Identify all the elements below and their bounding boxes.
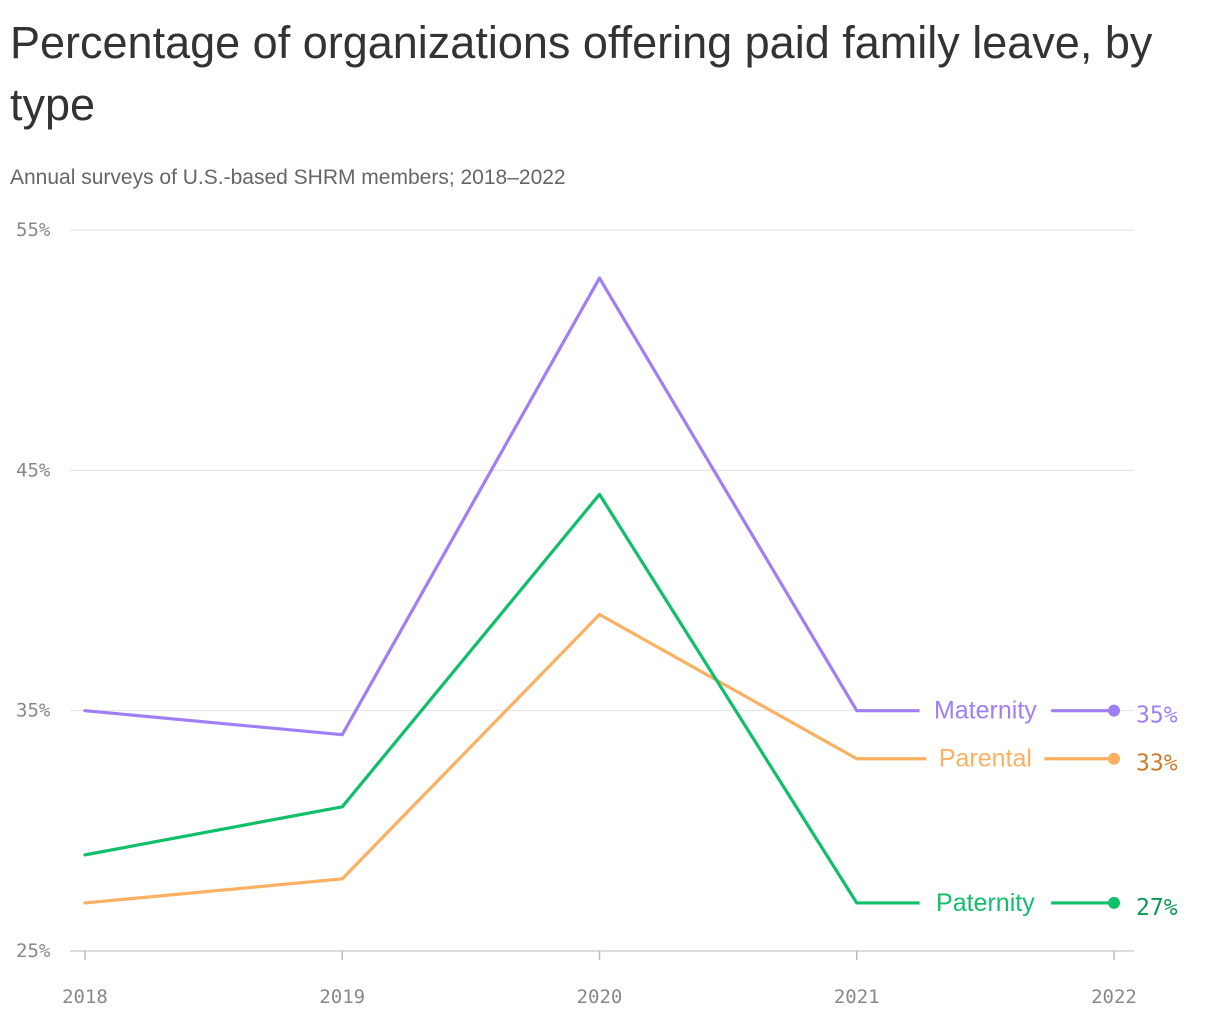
parental-end-value: 33% <box>1136 751 1178 777</box>
parental-end-point <box>1108 752 1120 765</box>
y-axis-ticks: 55% 45% 35% 25% <box>16 219 51 962</box>
maternity-label-background <box>919 696 1052 725</box>
y-tick-label: 25% <box>16 940 51 962</box>
paternity-end-point <box>1108 896 1120 909</box>
series-lines: Maternity 35% Parental 33% Paternity 27% <box>83 276 1178 921</box>
x-tick-label: 2018 <box>62 986 108 1008</box>
chart-subtitle: Annual surveys of U.S.-based SHRM member… <box>10 166 566 189</box>
y-tick-label: 45% <box>16 459 51 481</box>
paternity-label-background <box>919 888 1052 917</box>
maternity-series-label: Maternity <box>934 697 1037 725</box>
maternity-series-line <box>83 276 1116 737</box>
maternity-end-value: 35% <box>1136 703 1178 729</box>
paternity-series-label: Paternity <box>936 889 1035 917</box>
parental-series-label: Parental <box>939 745 1032 773</box>
x-tick-label: 2020 <box>577 986 623 1008</box>
x-tick-label: 2022 <box>1091 986 1137 1008</box>
chart-title: Percentage of organizations offering pai… <box>10 17 1153 130</box>
y-tick-label: 55% <box>16 219 51 241</box>
y-tick-label: 35% <box>16 700 51 722</box>
x-tick-label: 2019 <box>319 986 365 1008</box>
x-tick-label: 2021 <box>834 986 880 1008</box>
grid-lines <box>70 229 1134 952</box>
parental-label-background <box>926 744 1045 773</box>
maternity-end-point <box>1108 704 1120 717</box>
x-axis-ticks: 2018 2019 2020 2021 2022 <box>62 951 1137 1008</box>
paternity-end-value: 27% <box>1136 895 1178 921</box>
